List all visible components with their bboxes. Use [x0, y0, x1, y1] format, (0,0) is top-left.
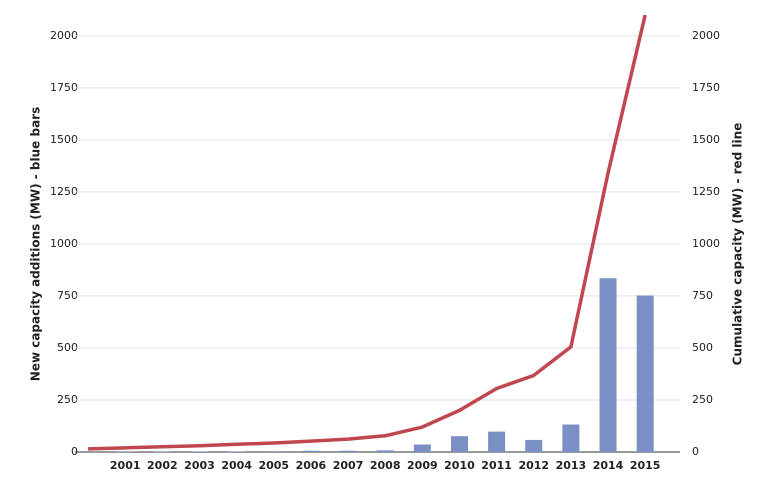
x-tick-label: 2013	[556, 459, 587, 472]
y2-tick-label: 2000	[692, 29, 720, 42]
bar	[488, 431, 506, 452]
bar	[190, 451, 208, 452]
y2-tick-label: 0	[692, 445, 699, 458]
bar	[153, 451, 171, 452]
bar	[376, 450, 394, 452]
y-tick-label: 1000	[50, 237, 78, 250]
y-tick-label: 1250	[50, 185, 78, 198]
bar	[302, 450, 320, 452]
bar	[265, 451, 283, 452]
x-tick-label: 2009	[407, 459, 438, 472]
y-tick-label: 1500	[50, 133, 78, 146]
y2-tick-label: 500	[692, 341, 713, 354]
y2-tick-label: 250	[692, 393, 713, 406]
x-tick-label: 2012	[518, 459, 549, 472]
bar	[116, 451, 134, 452]
y2-tick-label: 1500	[692, 133, 720, 146]
x-tick-label: 2005	[258, 459, 289, 472]
bar	[413, 444, 431, 452]
y-axis-title: New capacity additions (MW) - blue bars	[29, 107, 43, 381]
x-tick-label: 2014	[593, 459, 624, 472]
y-tick-label: 750	[57, 289, 78, 302]
y-tick-label: 2000	[50, 29, 78, 42]
y2-tick-label: 1750	[692, 81, 720, 94]
x-tick-label: 2008	[370, 459, 401, 472]
y2-tick-label: 750	[692, 289, 713, 302]
bar	[525, 439, 543, 452]
bar	[562, 424, 580, 452]
y-tick-label: 500	[57, 341, 78, 354]
bar	[636, 295, 654, 452]
bar	[228, 451, 246, 452]
x-tick-label: 2011	[481, 459, 512, 472]
y-tick-label: 250	[57, 393, 78, 406]
y-tick-label: 0	[71, 445, 78, 458]
y2-tick-label: 1000	[692, 237, 720, 250]
bar	[599, 278, 617, 452]
y2-axis-title: Cumulative capacity (MW) - red line	[731, 123, 745, 366]
x-tick-label: 2003	[184, 459, 215, 472]
y-tick-label: 1750	[50, 81, 78, 94]
x-tick-label: 2004	[221, 459, 252, 472]
line	[88, 14, 647, 451]
bar	[450, 436, 468, 452]
x-tick-label: 2007	[333, 459, 364, 472]
x-tick-label: 2015	[630, 459, 661, 472]
bar	[339, 450, 357, 452]
x-tick-label: 2010	[444, 459, 475, 472]
y2-tick-label: 1250	[692, 185, 720, 198]
x-tick-label: 2001	[110, 459, 141, 472]
x-tick-label: 2002	[147, 459, 178, 472]
x-tick-label: 2006	[296, 459, 327, 472]
